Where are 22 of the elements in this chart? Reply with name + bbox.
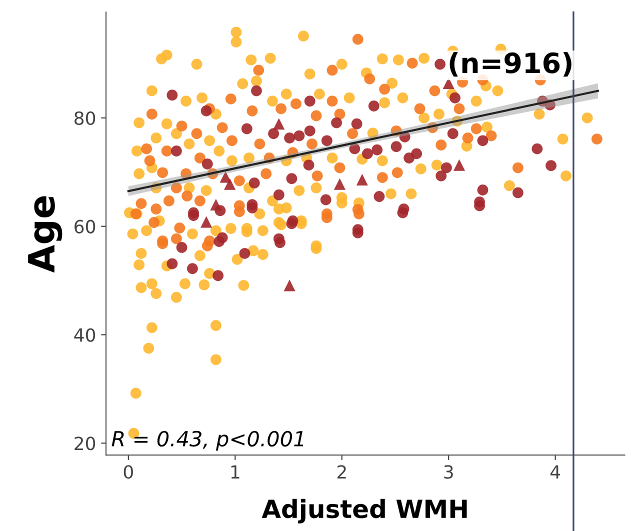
point [200, 216, 212, 228]
point [273, 118, 285, 130]
point [334, 178, 346, 190]
x-tick-label: 2 [337, 465, 346, 479]
x-tick-label: 4 [550, 465, 560, 479]
y-tick-label: 40 [74, 328, 96, 342]
annotation: (n=916) [450, 52, 572, 77]
x-tick-label: 3 [444, 465, 453, 479]
point [442, 77, 454, 90]
x-tick-label: 1 [231, 465, 240, 479]
point [453, 159, 466, 171]
y-tick-label: 20 [74, 436, 96, 450]
annotation: R = 0.43, p<0.001 [112, 430, 304, 451]
y-axis-title: Age [28, 196, 62, 273]
x-axis-title: Adjusted WMH [262, 498, 467, 524]
x-tick-label: 0 [124, 465, 133, 479]
point [284, 280, 296, 292]
y-tick-label: 80 [74, 111, 96, 126]
point [220, 171, 232, 183]
point [356, 174, 368, 186]
y-tick-label: 60 [74, 220, 96, 234]
point [210, 198, 222, 210]
